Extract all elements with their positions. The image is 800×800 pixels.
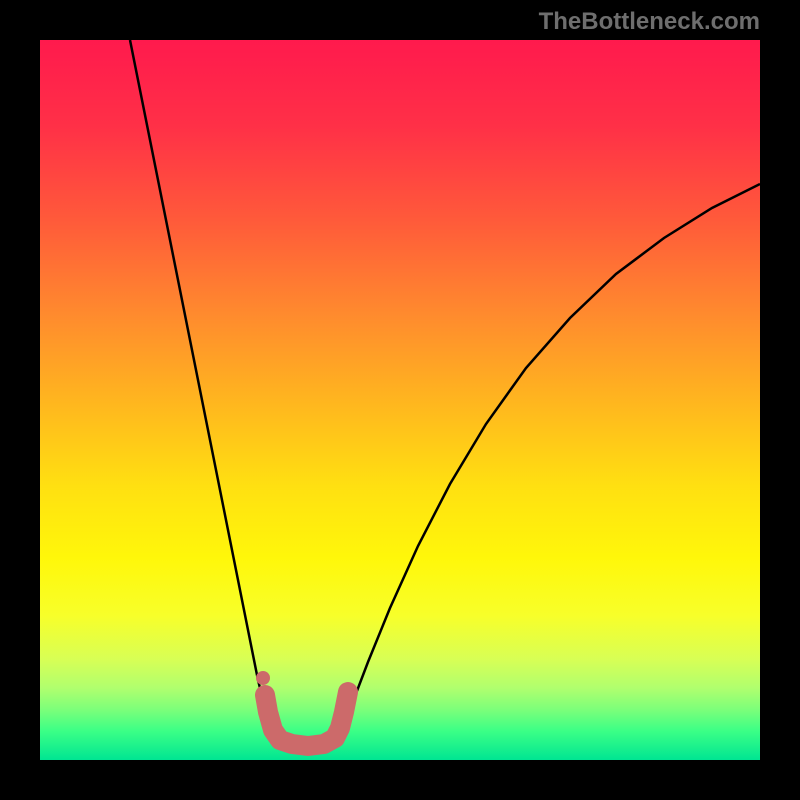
gradient-background <box>40 40 760 760</box>
optimal-zone-dot <box>256 671 270 685</box>
bottleneck-curve-chart <box>40 40 760 760</box>
watermark-text: TheBottleneck.com <box>539 8 760 36</box>
